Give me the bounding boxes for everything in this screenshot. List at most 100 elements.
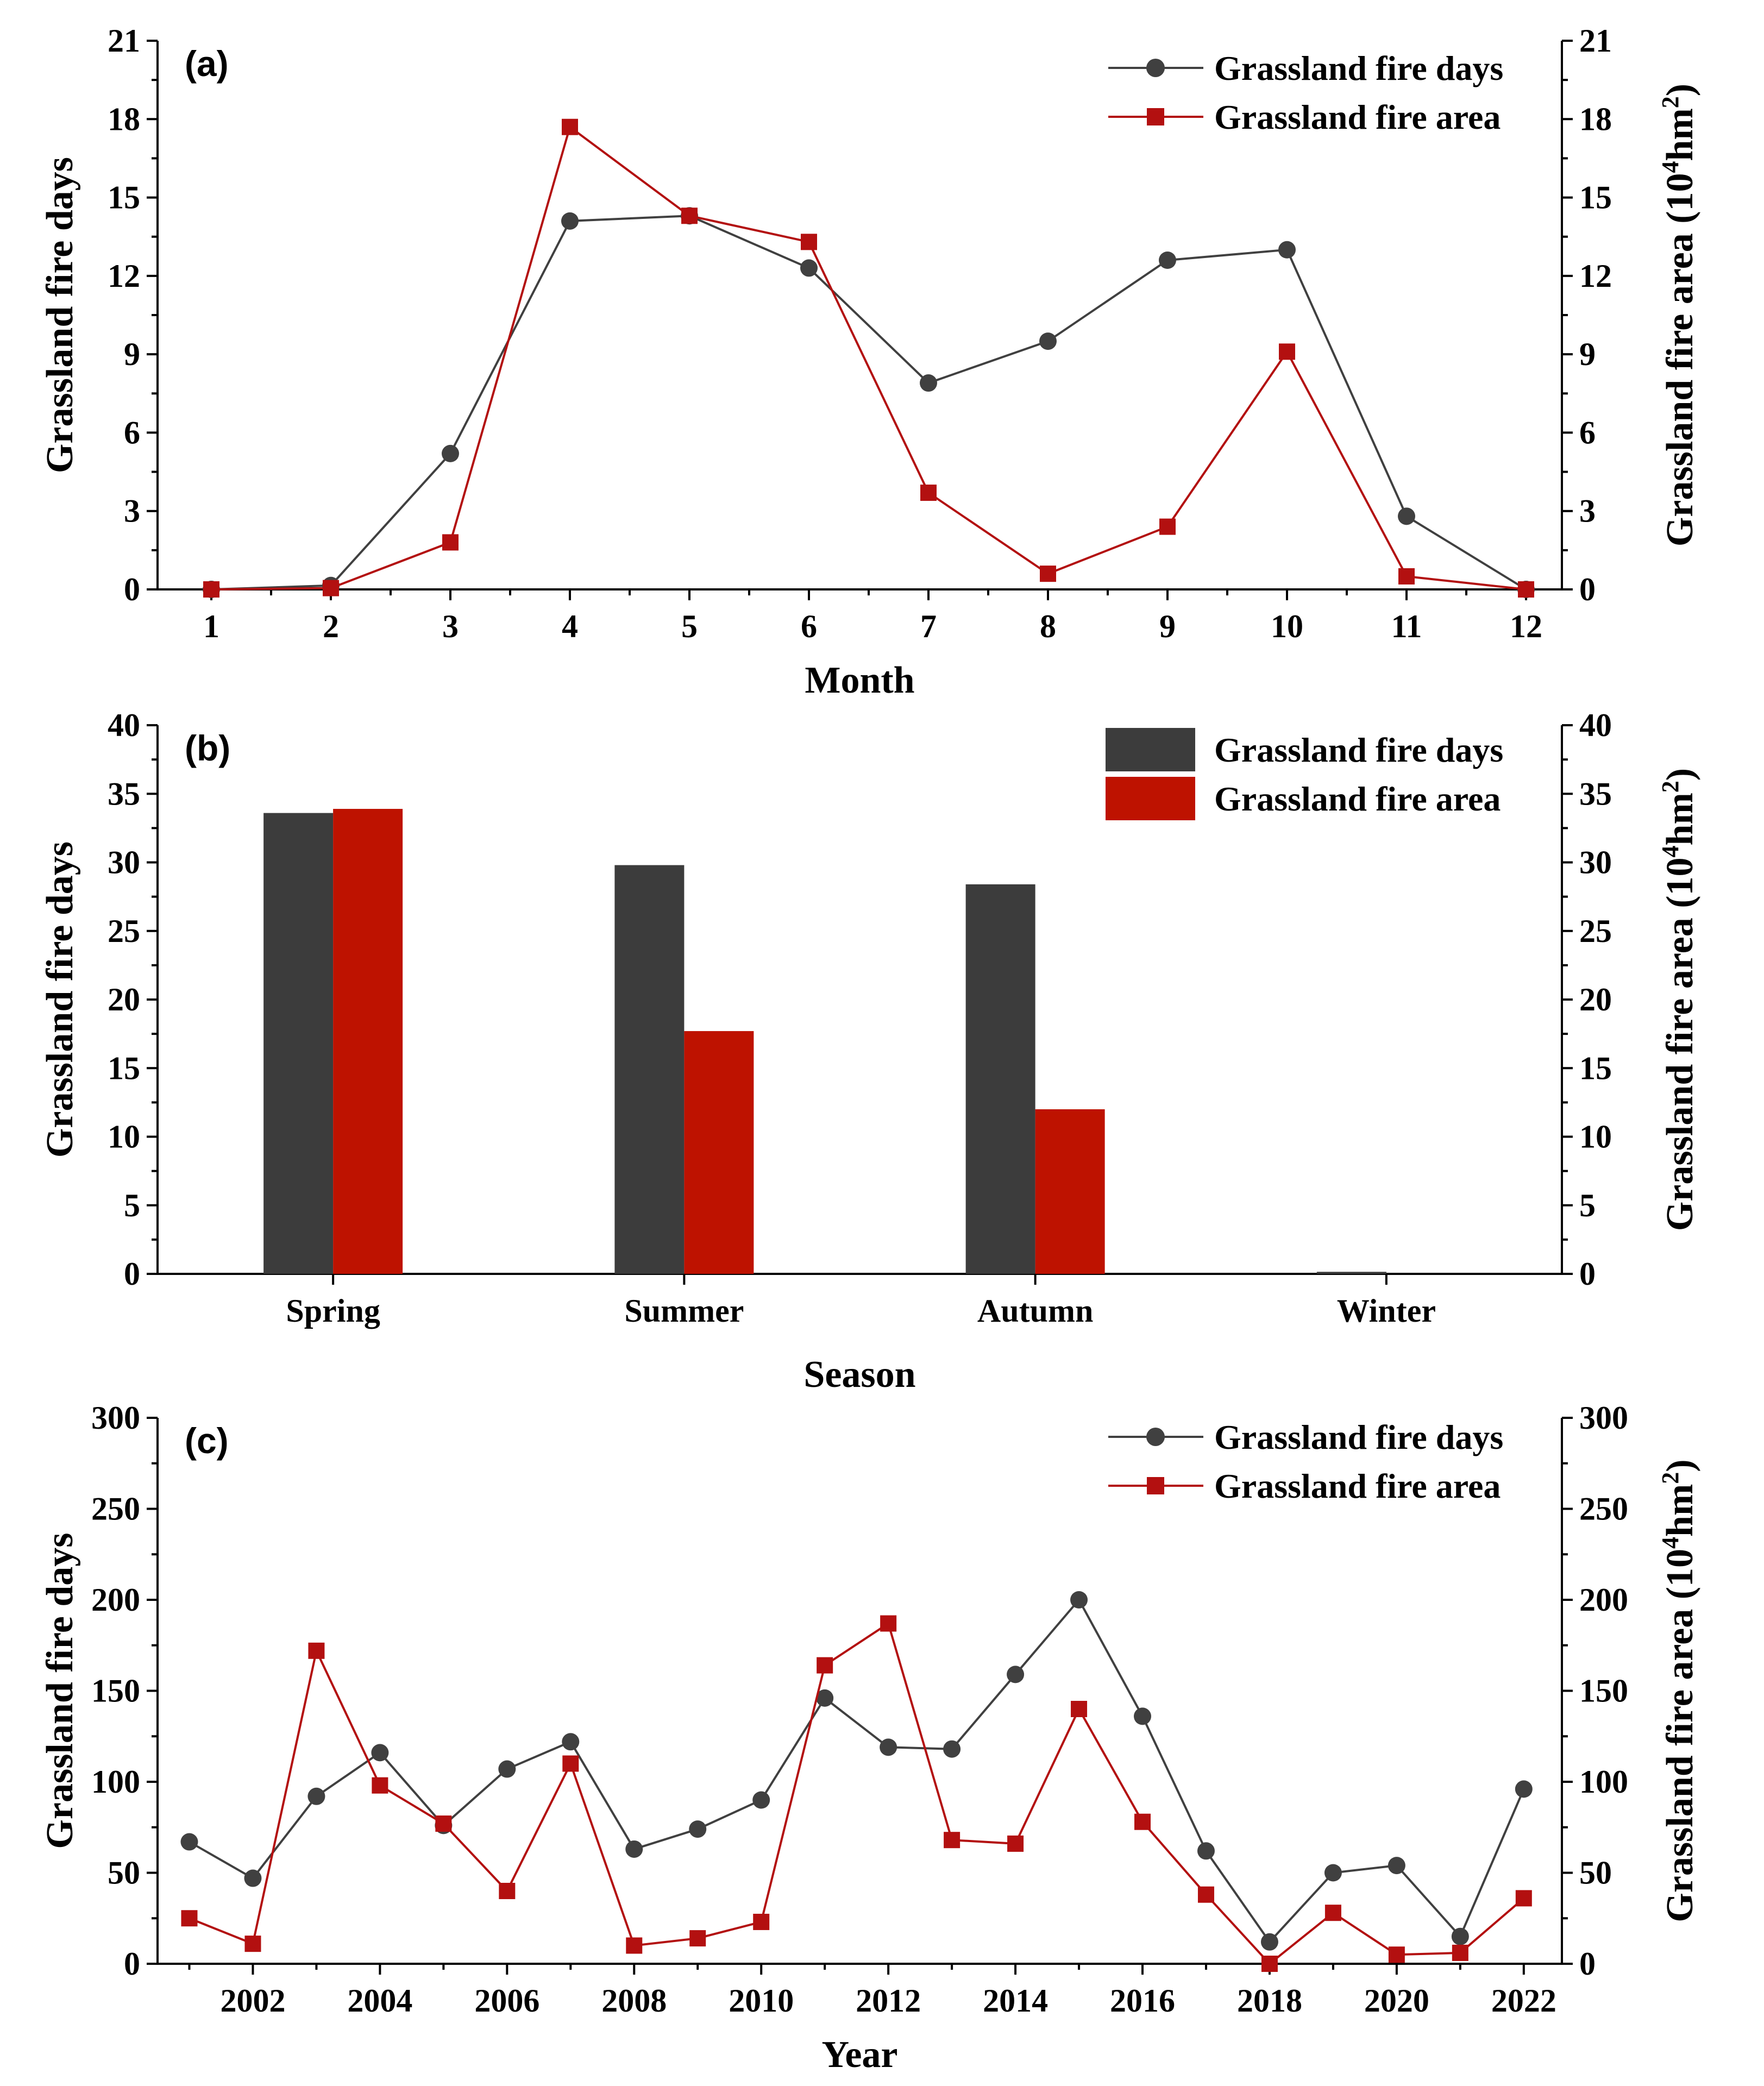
x-tick-label: 8 [1040, 608, 1056, 644]
right-y-title-unit-exponent: 2 [1657, 96, 1684, 108]
fire-days-point [1159, 252, 1176, 269]
left-y-axis-title: Grassland fire days [39, 1532, 81, 1849]
fire-area-point [626, 1937, 643, 1954]
right-y-tick-label: 200 [1579, 1582, 1628, 1618]
right-y-axis-title: Grassland fire area (104hm2) [1657, 768, 1701, 1231]
fire-days-point [880, 1738, 897, 1756]
right-y-tick-label: 300 [1579, 1400, 1628, 1436]
x-tick-label: 11 [1391, 608, 1422, 644]
left-y-tick-label: 25 [108, 913, 140, 949]
panel-label: (a) [185, 43, 229, 84]
fire-area-point [920, 485, 937, 501]
fire-days-point [371, 1744, 389, 1762]
x-tick-label: 6 [801, 608, 817, 644]
x-axis-title: Month [805, 659, 914, 701]
right-y-tick-label: 25 [1579, 913, 1612, 949]
x-tick-label: 2016 [1110, 1983, 1175, 2019]
fire-area-point [753, 1913, 770, 1930]
left-y-tick-label: 18 [108, 101, 140, 137]
right-y-tick-label: 50 [1579, 1855, 1612, 1891]
fire-days-point [1039, 332, 1057, 350]
fire-days-point [943, 1740, 961, 1758]
left-y-tick-label: 0 [124, 1946, 140, 1982]
panel-label: (b) [185, 728, 230, 768]
fire-area-point [1398, 568, 1415, 585]
fire-area-bar [1035, 1109, 1105, 1274]
fire-area-point [681, 208, 698, 224]
x-category-label: Summer [624, 1293, 744, 1329]
fire-area-point [1279, 343, 1295, 360]
right-y-tick-label: 10 [1579, 1119, 1612, 1155]
fire-area-line [189, 1622, 1525, 1965]
legend-label-days: Grassland fire days [1214, 731, 1503, 769]
right-y-tick-label: 100 [1579, 1764, 1628, 1800]
fire-days-point [244, 1869, 262, 1887]
right-y-tick-label: 5 [1579, 1187, 1596, 1223]
fire-area-point [181, 1910, 198, 1927]
legend-label-area: Grassland fire area [1214, 98, 1501, 136]
right-y-tick-label: 15 [1579, 180, 1612, 216]
x-tick-label: 2020 [1364, 1983, 1429, 2019]
left-y-tick-label: 20 [108, 982, 140, 1017]
fire-days-point [1260, 1933, 1278, 1951]
fire-days-point [1197, 1842, 1215, 1860]
fire-area-bar [684, 1031, 754, 1274]
x-tick-label: 12 [1510, 608, 1542, 644]
left-y-tick-label: 30 [108, 845, 140, 881]
x-tick-label: 2018 [1237, 1983, 1302, 2019]
right-y-title-main: Grassland fire area (10 [1659, 173, 1701, 546]
fire-days-point [920, 374, 937, 392]
right-y-title-exponent: 4 [1657, 161, 1684, 173]
right-y-tick-label: 0 [1579, 571, 1596, 607]
right-y-title-unit-exponent: 2 [1657, 1472, 1684, 1484]
fire-area-point [435, 1815, 452, 1832]
left-y-tick-label: 5 [124, 1187, 140, 1223]
fire-area-point [1518, 581, 1534, 598]
fire-area-point [562, 1755, 579, 1772]
panel-b-seasonal-chart: 0 0 5 5 10 10 15 15 20 20 25 25 30 30 35 35 40 40 Grasslan… [39, 707, 1701, 1396]
fire-days-point [1278, 241, 1296, 259]
fire-area-point [1452, 1944, 1468, 1961]
right-y-tick-label: 150 [1579, 1673, 1628, 1709]
panel-c-yearly-chart: 0 0 50 50 100 100 150 150 200 200 250 250 300 300 Gras… [39, 1400, 1701, 2076]
legend-square-marker [1147, 1477, 1164, 1494]
x-category-label: Spring [286, 1293, 380, 1329]
fire-area-point [1134, 1813, 1151, 1830]
left-y-tick-label: 9 [124, 336, 140, 372]
left-y-axis-title: Grassland fire days [39, 841, 81, 1158]
right-y-tick-label: 15 [1579, 1050, 1612, 1086]
fire-days-point [816, 1689, 834, 1707]
legend-label-area: Grassland fire area [1214, 780, 1501, 818]
right-y-tick-label: 250 [1579, 1491, 1628, 1527]
fire-area-point [1159, 518, 1176, 535]
legend-square-marker [1147, 108, 1164, 125]
fire-days-point [1515, 1780, 1533, 1798]
left-y-tick-label: 15 [108, 1050, 140, 1086]
legend-swatch [1106, 777, 1195, 820]
fire-days-bar [1316, 1272, 1386, 1274]
x-tick-label: 2004 [347, 1983, 412, 2019]
left-y-tick-label: 3 [124, 493, 140, 529]
fire-days-line [189, 1598, 1525, 1944]
right-y-tick-label: 0 [1579, 1946, 1596, 1982]
fire-days-point [1451, 1927, 1469, 1945]
fire-area-point [1040, 566, 1056, 582]
fire-days-point [625, 1840, 643, 1858]
left-y-tick-label: 10 [108, 1119, 140, 1155]
right-y-title-end: ) [1659, 1459, 1701, 1472]
fire-days-bar [965, 884, 1035, 1274]
fire-days-point [689, 1820, 707, 1838]
right-y-title-unit: hm [1659, 108, 1701, 161]
right-y-tick-label: 35 [1579, 776, 1612, 812]
fire-days-point [1324, 1864, 1342, 1882]
right-y-axis-title: Grassland fire area (104hm2) [1657, 84, 1701, 546]
fire-area-point [323, 580, 339, 596]
fire-days-point [1134, 1707, 1152, 1725]
fire-area-point [372, 1777, 388, 1794]
x-tick-label: 2002 [220, 1983, 285, 2019]
legend-circle-marker [1146, 59, 1165, 77]
fire-area-point [1515, 1890, 1532, 1907]
fire-area-point [689, 1930, 706, 1947]
fire-days-bar [614, 865, 685, 1274]
